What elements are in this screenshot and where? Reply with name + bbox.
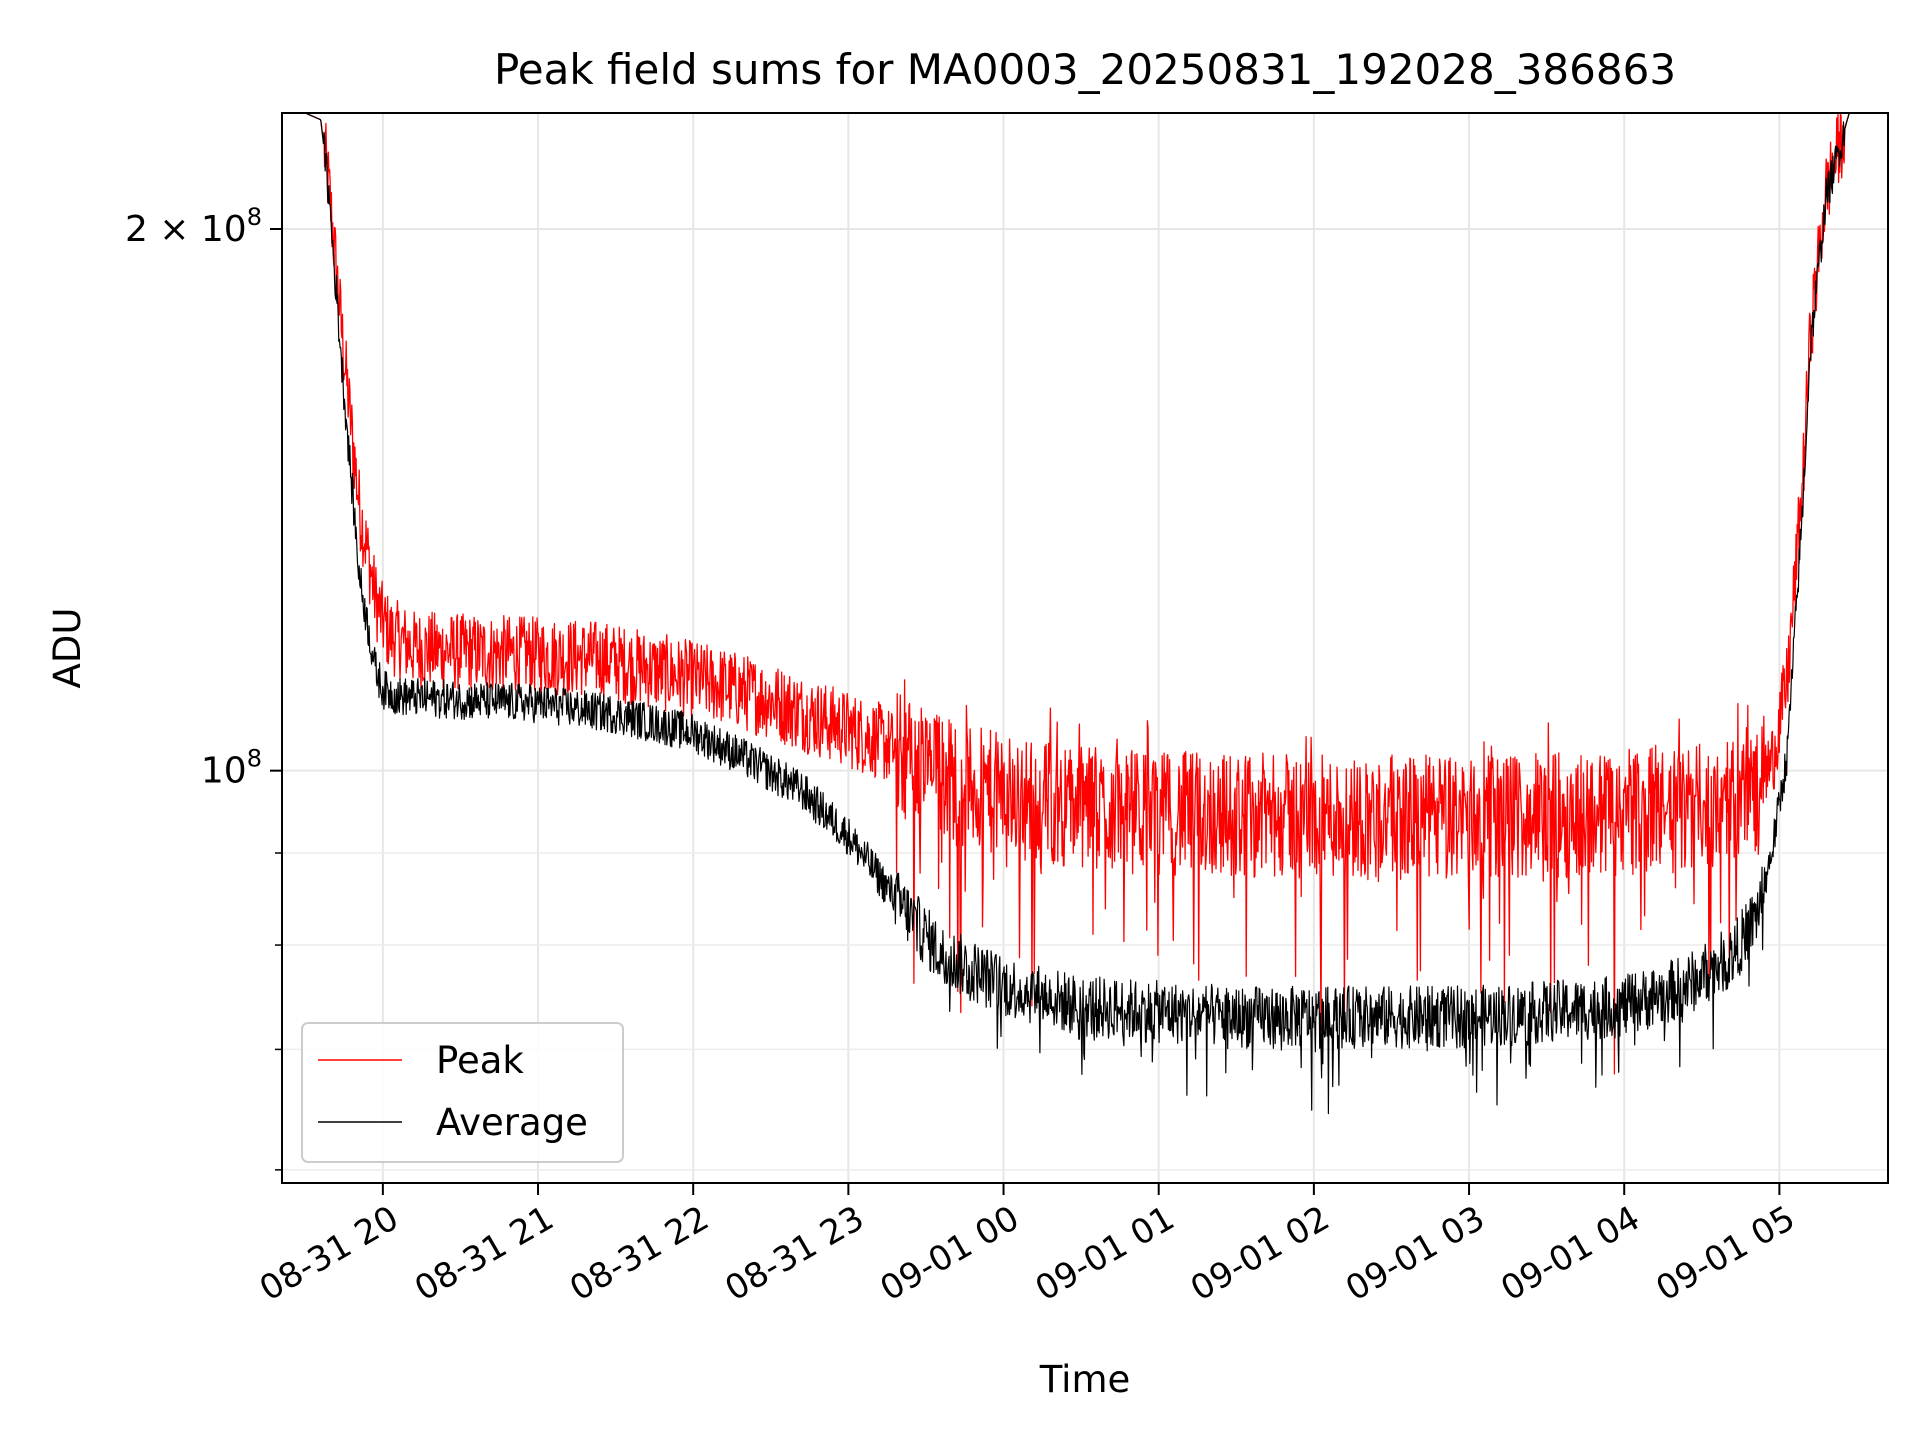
- x-tick-label: 08-31 22: [563, 1198, 715, 1309]
- series-peak: [281, 112, 1889, 1075]
- x-tick-label: 08-31 23: [718, 1198, 870, 1309]
- y-tick-label: 108: [201, 745, 262, 792]
- x-axis: 08-31 20 08-31 21 08-31 22 08-31 23 09-01 00…: [253, 1183, 1802, 1309]
- x-tick-label: 08-31 20: [253, 1198, 405, 1309]
- x-tick-label: 09-01 04: [1494, 1198, 1646, 1309]
- x-tick-label: 09-01 01: [1029, 1198, 1181, 1309]
- y-axis: 108 2 × 108: [125, 203, 282, 1171]
- x-tick-label: 09-01 03: [1339, 1198, 1491, 1309]
- x-axis-label: Time: [1039, 1358, 1131, 1401]
- plot-frame: [281, 112, 1889, 1184]
- x-tick-label: 09-01 02: [1184, 1198, 1336, 1309]
- legend-label-peak: Peak: [436, 1039, 524, 1082]
- series-line-peak: [281, 112, 1889, 1075]
- y-axis-label: ADU: [46, 608, 89, 689]
- x-tick-label: 09-01 05: [1649, 1198, 1801, 1309]
- x-tick-label: 09-01 00: [874, 1198, 1026, 1309]
- legend-box: [301, 1022, 624, 1163]
- chart-title: Peak field sums for MA0003_20250831_1920…: [494, 45, 1676, 94]
- series-average: [282, 112, 1888, 1115]
- series-line-average: [282, 112, 1888, 1115]
- legend-label-average: Average: [436, 1101, 588, 1144]
- legend: Peak Average: [301, 1022, 624, 1163]
- x-tick-label: 08-31 21: [408, 1198, 560, 1309]
- y-tick-label: 2 × 108: [125, 203, 262, 250]
